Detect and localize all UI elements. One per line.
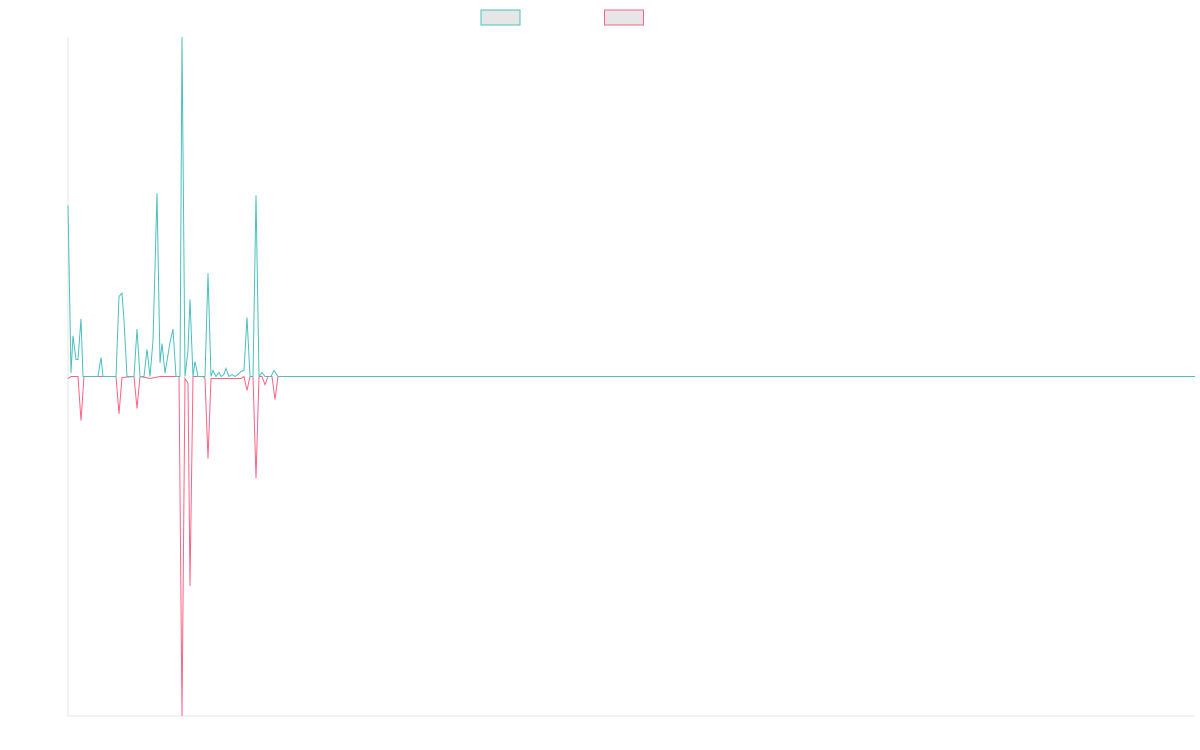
series-line [67, 375, 1195, 717]
legend-swatch [604, 9, 644, 26]
legend-swatch [480, 9, 521, 26]
series-line [67, 36, 1195, 378]
